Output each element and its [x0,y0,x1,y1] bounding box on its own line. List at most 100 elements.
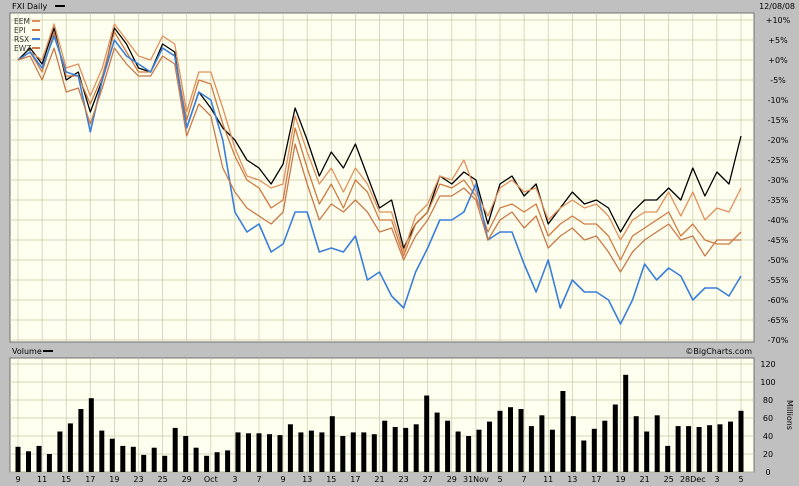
x-tick-label: 29 [182,475,192,484]
volume-bar [57,431,63,472]
x-tick-label: 21 [640,475,650,484]
volume-bar [466,436,472,472]
volume-bar [644,431,650,472]
price-y-tick-label: -40% [768,216,789,225]
volume-bar [99,430,105,472]
volume-bar [235,432,241,472]
volume-y-tick-label: 20 [763,450,773,459]
price-y-tick-label: -35% [768,196,789,205]
volume-bar [508,407,513,472]
volume-bar [26,451,31,472]
volume-y-tick-label: 0 [765,468,770,477]
price-y-tick-label: +5% [768,36,788,45]
volume-bar [298,432,304,472]
volume-bar [308,430,314,472]
x-tick-label: 7 [522,475,527,484]
x-axis: 9 11 15 17 19 23 25 29 Oct 3 7 9 13 15 17 21 23 27 29 31Nov… [15,475,743,484]
volume-bar [287,424,293,472]
volume-bar [738,410,744,472]
volume-bar [371,434,377,472]
volume-bar [434,412,440,472]
price-y-tick-label: -60% [768,296,789,305]
x-tick-label: 17 [591,475,601,484]
volume-bar [88,398,94,472]
volume-bar [214,452,220,472]
volume-bar [256,433,262,472]
x-tick-label: 15 [326,475,336,484]
volume-y-tick-label: 100 [760,378,775,387]
volume-units-label: Millions [785,400,794,430]
price-y-tick-label: -25% [768,156,789,165]
volume-bar [109,438,115,472]
volume-bar [686,426,692,472]
series-line-fxi [17,27,742,249]
volume-bar [151,447,157,472]
legend-label-rsx: RSX [14,35,29,44]
x-tick-label: 25 [664,475,674,484]
volume-bar [539,415,545,472]
volume-bar [141,454,147,472]
volume-bars [15,374,744,472]
volume-y-axis: 0 20 40 60 80 100 120 [760,360,775,477]
volume-bar [329,416,335,472]
x-tick-label: 28Dec [680,475,706,484]
volume-bar [696,427,702,472]
volume-bar [528,426,534,472]
volume-bar [382,420,388,472]
volume-bar [246,433,251,472]
volume-y-tick-label: 80 [763,396,773,405]
volume-bar [497,410,503,472]
x-tick-label: 5 [738,475,743,484]
x-tick-label: 15 [61,475,71,484]
volume-bar [707,425,713,472]
price-chart-title: FXI Daily [12,2,47,11]
volume-bar [675,426,681,472]
x-tick-label: 11 [37,475,47,484]
volume-bar [392,427,398,472]
volume-bar [204,455,210,472]
x-tick-label: 29 [447,475,457,484]
price-y-tick-label: -20% [768,136,789,145]
legend-label-eem: EEM [14,17,30,26]
volume-title: Volume [12,347,42,356]
legend-label-epi: EPI [14,26,25,35]
volume-bar [476,429,482,472]
volume-bar [654,415,660,472]
x-tick-label: 23 [133,475,143,484]
volume-bar [403,427,409,472]
volume-bar [717,424,723,472]
volume-bar [78,409,84,472]
volume-bar [591,428,597,472]
volume-header-bar [0,343,799,357]
price-y-tick-label: -45% [768,236,789,245]
volume-bar [455,431,461,472]
volume-bar [193,447,199,472]
x-tick-label: 17 [350,475,360,484]
price-y-tick-label: -70% [768,336,789,345]
price-title-marker [55,5,65,7]
price-header-bar [0,0,799,12]
volume-bar [319,432,325,472]
x-tick-label: 5 [497,475,502,484]
volume-bar [361,432,367,472]
volume-bar [130,446,136,472]
volume-bar [728,421,733,472]
x-tick-label: 9 [281,475,286,484]
volume-bar [581,440,587,472]
volume-bar [549,429,555,472]
x-tick-label: 23 [399,475,409,484]
price-grid [10,13,754,342]
volume-bar [424,395,430,472]
x-tick-label: 3 [714,475,719,484]
volume-bar [612,404,618,472]
volume-bar [277,435,283,472]
volume-bar [602,420,608,472]
x-tick-label: Oct [204,475,218,484]
volume-bar [15,446,21,472]
series-line-rsx [17,35,742,325]
volume-title-marker [43,350,53,352]
x-tick-label: 21 [374,475,384,484]
volume-bar [36,445,42,472]
